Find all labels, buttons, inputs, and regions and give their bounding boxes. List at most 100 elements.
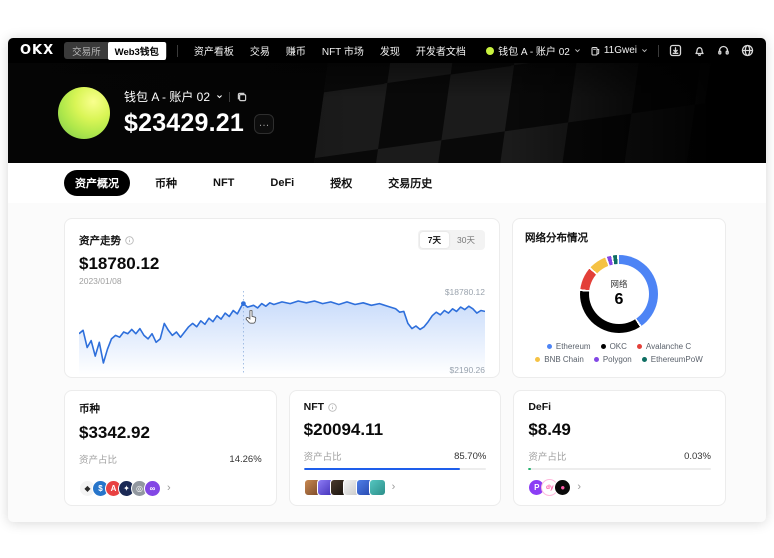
stat-card-币种: 币种 $3342.92 资产占比 14.26% ◆ $ A ✦ ◎ ∞ › <box>64 390 277 506</box>
gas-price-selector[interactable]: 11Gwei <box>591 45 648 56</box>
download-icon[interactable] <box>669 44 682 57</box>
section-tabbar: 资产概况 币种 NFT DeFi 授权 交易历史 <box>8 163 766 203</box>
globe-icon[interactable] <box>741 44 754 57</box>
nav-menu-item[interactable]: 发现 <box>379 47 400 58</box>
legend-label: Avalanche C <box>645 342 692 351</box>
chevron-down-icon[interactable] <box>216 93 223 100</box>
ratio-value: 0.03% <box>684 450 711 462</box>
asset-trend-title: 资产走势 <box>79 234 121 247</box>
divider <box>229 91 231 102</box>
legend-label: EthereumPoW <box>650 355 703 364</box>
nft-thumb <box>368 479 386 496</box>
checkerboard-fade <box>8 63 766 163</box>
asset-trend-line <box>79 291 485 375</box>
range-7d-button[interactable]: 7天 <box>419 232 450 248</box>
stat-card-title-label: NFT <box>303 401 325 413</box>
navbar-right: 钱包 A - 账户 02 11Gwei <box>486 43 754 58</box>
stat-card-nft: NFT $20094.11 资产占比 85.70% › <box>288 390 502 506</box>
legend-label: Polygon <box>602 355 632 364</box>
range-30d-button[interactable]: 30天 <box>457 235 475 245</box>
asset-trend-card: 资产走势 7天 30天 $18780.12 2023/01/08 $18780.… <box>64 218 500 378</box>
tab-授权[interactable]: 授权 <box>330 178 353 190</box>
exchange-wallet-toggle[interactable]: 交易所 Web3钱包 <box>64 41 167 60</box>
tab-币种[interactable]: 币种 <box>155 178 177 190</box>
legend-dot-icon <box>641 357 647 362</box>
chevron-down-icon <box>642 49 647 53</box>
info-icon[interactable] <box>328 402 337 412</box>
stat-card-title-label: DeFi <box>528 401 552 413</box>
headset-icon[interactable] <box>717 44 730 57</box>
asset-trend-date: 2023/01/08 <box>79 276 122 286</box>
tab-交易历史[interactable]: 交易历史 <box>388 178 433 190</box>
legend-label: Ethereum <box>555 342 591 351</box>
toggle-web3-wallet[interactable]: Web3钱包 <box>107 41 166 60</box>
legend-label: BNB Chain <box>544 355 584 364</box>
legend-dot-icon <box>535 357 541 362</box>
more-actions-button[interactable]: … <box>253 113 274 134</box>
legend-dot-icon <box>546 344 552 349</box>
hand-cursor-icon <box>246 309 257 324</box>
divider <box>658 44 659 57</box>
ratio-bar-fill <box>303 468 461 470</box>
stat-card-title: DeFi <box>528 401 711 413</box>
legend-dot-icon <box>593 357 599 362</box>
hero-wallet-name: 钱包 A - 账户 02 <box>124 90 211 104</box>
ratio-label: 资产占比 <box>79 455 118 466</box>
nav-menu-item[interactable]: 资产看板 <box>193 47 234 58</box>
polygon-token-icon: ∞ <box>144 480 161 497</box>
stat-card-title: 币种 <box>79 401 262 416</box>
legend-item-avalanche-c: Avalanche C <box>636 342 692 351</box>
info-icon[interactable] <box>125 235 134 245</box>
stat-card-title-label: 币种 <box>79 403 100 415</box>
nav-menu-item[interactable]: NFT 市场 <box>321 47 364 58</box>
ratio-bar-track <box>303 468 487 470</box>
wallet-account-selector[interactable]: 钱包 A - 账户 02 <box>486 43 581 58</box>
stat-card-value: $20094.11 <box>303 420 384 439</box>
copy-address-icon[interactable] <box>236 91 248 103</box>
expand-assets-chevron[interactable]: › <box>167 482 171 494</box>
defi-protocol-icon: ● <box>554 479 572 496</box>
range-toggle[interactable]: 7天 30天 <box>417 230 485 250</box>
nav-icon-group <box>669 44 754 57</box>
stat-cards-row: 币种 $3342.92 资产占比 14.26% ◆ $ A ✦ ◎ ∞ › NFT $20094.11 资… <box>64 390 726 506</box>
ratio-value: 14.26% <box>229 453 262 465</box>
nav-menu-item[interactable]: 赚币 <box>285 47 306 58</box>
legend-item-polygon: Polygon <box>593 355 632 364</box>
asset-trend-value: $18780.12 <box>79 254 160 273</box>
legend-dot-icon <box>636 344 642 349</box>
bell-icon[interactable] <box>693 44 706 57</box>
network-distribution-card: 网络分布情况 网络 6 Ethereum OKC Avalanche C BNB Ch… <box>512 218 726 378</box>
wallet-avatar[interactable] <box>58 87 110 139</box>
donut-center-value: 6 <box>614 291 624 308</box>
wallet-status-dot <box>486 46 495 55</box>
stat-card-ratio-row: 资产占比 85.70% <box>304 449 487 464</box>
nav-menu-item[interactable]: 交易 <box>249 47 270 58</box>
tab-NFT[interactable]: NFT <box>213 177 235 189</box>
stat-card-value: $3342.92 <box>79 423 150 442</box>
nav-menu-item[interactable]: 开发者文档 <box>415 47 466 58</box>
asset-icons-row: ◆ $ A ✦ ◎ ∞ › <box>79 480 262 497</box>
chevron-down-icon <box>574 49 580 53</box>
legend-item-okc: OKC <box>600 342 627 351</box>
divider <box>176 44 178 57</box>
ratio-label: 资产占比 <box>528 452 567 463</box>
gas-pump-icon <box>591 46 600 56</box>
toggle-exchange[interactable]: 交易所 <box>72 46 101 58</box>
expand-assets-chevron[interactable]: › <box>577 481 581 493</box>
tab-资产概况[interactable]: 资产概况 <box>64 170 130 196</box>
network-donut-chart: 网络 6 <box>580 254 658 333</box>
asset-icons-row: › <box>303 479 487 496</box>
wallet-account-label: 钱包 A - 账户 02 <box>498 47 570 58</box>
legend-dot-icon <box>600 344 606 349</box>
stat-card-ratio-row: 资产占比 14.26% <box>79 452 262 467</box>
total-balance: $23429.21 <box>124 109 244 137</box>
asset-trend-chart[interactable]: $18780.12 $2190.26 <box>79 287 485 375</box>
nav-menu: 资产看板 交易 赚币 NFT 市场 发现 开发者文档 <box>194 43 466 58</box>
expand-assets-chevron[interactable]: › <box>391 481 396 493</box>
wallet-hero-header: 钱包 A - 账户 02 $23429.21 … <box>8 63 766 163</box>
tab-DeFi[interactable]: DeFi <box>270 177 295 189</box>
legend-label: OKC <box>609 342 627 351</box>
ratio-bar-fill <box>528 468 531 470</box>
legend-item-ethereum: Ethereum <box>546 342 591 351</box>
